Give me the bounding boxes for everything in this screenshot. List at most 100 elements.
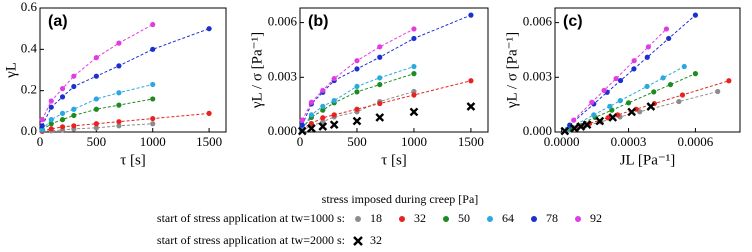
data-point xyxy=(116,123,122,129)
data-point xyxy=(71,106,77,112)
y-tick-label: 0.0 xyxy=(21,123,37,138)
data-point xyxy=(576,122,586,131)
data-point xyxy=(299,117,305,123)
data-point xyxy=(715,88,721,95)
data-point xyxy=(299,122,305,128)
data-point xyxy=(377,81,383,88)
trend-line xyxy=(41,28,210,127)
data-point xyxy=(411,26,417,32)
data-point xyxy=(377,54,383,60)
data-point xyxy=(631,66,637,72)
data-point xyxy=(320,119,326,125)
data-point xyxy=(39,127,45,133)
legend-marker xyxy=(487,216,493,222)
data-point xyxy=(589,99,595,105)
legend-label: 50 xyxy=(458,211,470,225)
data-point xyxy=(71,73,77,79)
data-point xyxy=(645,44,651,50)
data-point xyxy=(352,116,362,126)
data-point xyxy=(48,117,54,123)
data-point xyxy=(93,73,99,79)
data-point xyxy=(116,102,122,108)
y-tick-label: 0.6 xyxy=(21,0,38,14)
data-point xyxy=(582,120,592,130)
data-point xyxy=(39,117,45,123)
data-point xyxy=(150,121,156,127)
legend-marker xyxy=(443,216,449,222)
data-point xyxy=(48,126,54,132)
trend-line xyxy=(567,66,685,130)
data-point xyxy=(59,86,66,92)
plot-frame xyxy=(554,7,741,133)
data-point xyxy=(560,126,570,136)
trend-line xyxy=(301,28,415,121)
plot-frame xyxy=(39,7,227,133)
legend-label: 92 xyxy=(590,211,602,225)
x-tick-label: 1500 xyxy=(196,134,222,149)
legend-title: stress imposed during creep [Pa] xyxy=(322,192,479,206)
y-axis-label: γL / σ [Pa⁻¹] xyxy=(504,32,520,109)
data-point xyxy=(411,71,417,77)
legend-row-label: start of stress application at tw=2000 s… xyxy=(157,233,345,247)
data-point xyxy=(307,124,316,133)
data-point xyxy=(676,98,682,105)
data-point xyxy=(71,112,77,119)
data-point xyxy=(320,115,326,121)
legend-marker xyxy=(353,236,363,246)
y-axis-label: γL xyxy=(3,62,19,79)
data-point xyxy=(206,26,212,32)
data-point xyxy=(633,106,639,112)
data-point xyxy=(59,124,66,130)
data-point xyxy=(39,123,45,129)
legend-label: 78 xyxy=(546,211,558,225)
data-point xyxy=(308,120,314,127)
data-point xyxy=(651,89,657,95)
data-point xyxy=(375,113,385,122)
trend-line xyxy=(571,80,730,130)
data-point xyxy=(93,121,99,127)
trend-line xyxy=(41,24,153,120)
data-point xyxy=(667,81,674,88)
y-tick-label: 0.006 xyxy=(268,14,298,29)
data-point xyxy=(679,92,686,98)
data-point xyxy=(320,87,326,94)
data-point xyxy=(411,92,417,98)
y-tick-label: 0.003 xyxy=(523,68,552,83)
data-point xyxy=(646,102,656,111)
data-point xyxy=(409,107,419,117)
data-point xyxy=(308,112,314,118)
x-axis-label: τ [s] xyxy=(120,152,146,168)
data-point xyxy=(571,117,577,123)
data-point xyxy=(93,96,99,102)
data-point xyxy=(625,100,632,106)
data-point xyxy=(468,12,474,18)
x-tick-label: 500 xyxy=(347,134,367,149)
data-point xyxy=(631,58,637,64)
data-point xyxy=(617,77,624,84)
data-point xyxy=(663,26,670,32)
x-tick-label: 0 xyxy=(37,134,44,149)
data-point xyxy=(613,75,619,82)
data-point xyxy=(591,112,597,118)
panel-label: (c) xyxy=(563,13,583,30)
data-point xyxy=(150,115,156,122)
data-point xyxy=(48,104,54,110)
legend-marker xyxy=(355,216,361,222)
data-point xyxy=(601,87,607,94)
x-axis-label: JL [Pa⁻¹] xyxy=(620,152,676,168)
y-axis-label: γL / σ [Pa⁻¹] xyxy=(249,32,265,109)
y-tick-label: 0.4 xyxy=(21,40,38,55)
data-point xyxy=(59,117,66,123)
data-point xyxy=(93,55,99,61)
data-point xyxy=(59,94,66,100)
data-point xyxy=(329,120,339,130)
data-point xyxy=(59,110,66,116)
data-point xyxy=(48,98,54,104)
data-point xyxy=(116,90,122,96)
y-tick-label: 0.003 xyxy=(268,68,297,83)
data-point xyxy=(660,75,666,81)
panel-label: (b) xyxy=(308,13,328,30)
data-point xyxy=(308,99,314,105)
data-point xyxy=(93,106,99,112)
